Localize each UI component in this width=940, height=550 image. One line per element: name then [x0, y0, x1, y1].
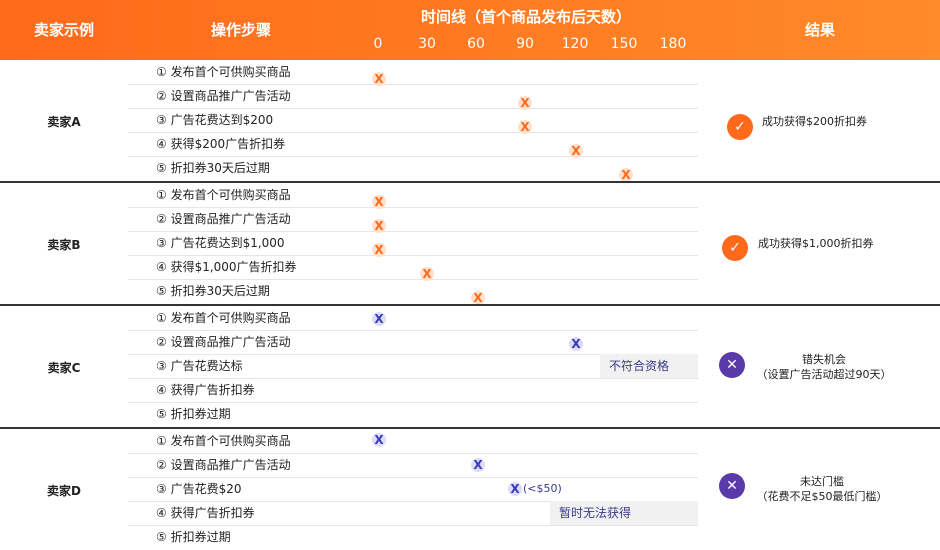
- step-row: ③ 广告花费达到$200: [128, 108, 698, 133]
- step-row: ⑤ 折扣券过期: [128, 402, 698, 426]
- timeline-marker: X: [569, 144, 583, 158]
- step-label: ② 设置商品推广广告活动: [156, 335, 291, 349]
- seller-label: 卖家C: [47, 361, 81, 375]
- step-label: ④ 获得$200广告折扣券: [156, 137, 286, 151]
- timeline-tick: 150: [610, 36, 638, 52]
- timeline-marker: X: [372, 312, 386, 326]
- step-label: ③ 广告花费达到$1,000: [156, 236, 285, 250]
- step-label: ③ 广告花费达标: [156, 359, 243, 373]
- result-title: 未达门槛: [800, 475, 844, 488]
- step-row: ⑤ 折扣券30天后过期: [128, 156, 698, 180]
- result-reason: （设置广告活动超过90天）: [756, 368, 892, 381]
- timeline-tick: 120: [561, 36, 589, 52]
- timeline-marker: X: [372, 219, 386, 233]
- timeline-marker: X: [508, 482, 522, 496]
- step-label: ⑤ 折扣券30天后过期: [156, 284, 270, 298]
- timeline-marker: X: [471, 291, 485, 305]
- step-label: ② 设置商品推广广告活动: [156, 458, 291, 472]
- result-column-header: 结果: [804, 21, 835, 39]
- step-row: ① 发布首个可供购买商品: [128, 429, 698, 454]
- timeline-marker: X: [569, 337, 583, 351]
- step-row: ② 设置商品推广广告活动: [128, 330, 698, 355]
- table-header: 卖家示例 操作步骤 时间线（首个商品发布后天数） 0 30 60 90 120 …: [0, 0, 940, 60]
- step-label: ② 设置商品推广广告活动: [156, 89, 291, 103]
- timeline-tick: 90: [516, 36, 534, 52]
- group-divider: [0, 181, 940, 183]
- timeline-marker: X: [518, 96, 532, 110]
- timeline-marker: X: [619, 168, 633, 182]
- step-label: ① 发布首个可供购买商品: [156, 65, 291, 79]
- step-row: ⑤ 折扣券过期: [128, 525, 698, 549]
- step-label: ① 发布首个可供购买商品: [156, 434, 291, 448]
- steps-column-header: 操作步骤: [210, 21, 271, 39]
- step-label: ④ 获得广告折扣券: [156, 383, 255, 397]
- step-row: ③ 广告花费达标 不符合资格: [128, 354, 698, 379]
- step-label: ⑤ 折扣券过期: [156, 407, 231, 421]
- step-label: ① 发布首个可供购买商品: [156, 188, 291, 202]
- result-text: 成功获得$1,000折扣券: [758, 237, 874, 250]
- result-cell: ✕ 错失机会 （设置广告活动超过90天）: [700, 306, 940, 427]
- step-label: ④ 获得广告折扣券: [156, 506, 255, 520]
- timeline-column-header: 时间线（首个商品发布后天数）: [420, 8, 631, 26]
- seller-group-b: 卖家B ① 发布首个可供购买商品 ② 设置商品推广广告活动 ③ 广告花费达到$1…: [0, 183, 940, 305]
- step-label: ③ 广告花费达到$200: [156, 113, 274, 127]
- result-cell: ✓ 成功获得$200折扣券: [700, 60, 940, 181]
- step-row: ② 设置商品推广广告活动: [128, 453, 698, 478]
- timeline-tick: 0: [373, 36, 383, 52]
- timeline-marker: X: [372, 243, 386, 257]
- seller-group-d: 卖家D ① 发布首个可供购买商品 ② 设置商品推广广告活动 ③ 广告花费$20 …: [0, 429, 940, 550]
- group-divider: [0, 304, 940, 306]
- step-row: ④ 获得广告折扣券: [128, 378, 698, 403]
- step-row: ① 发布首个可供购买商品: [128, 60, 698, 85]
- timeline-marker: X: [518, 120, 532, 134]
- result-cell: ✕ 未达门槛 （花费不足$50最低门槛）: [700, 429, 940, 550]
- seller-column-header: 卖家示例: [33, 21, 94, 39]
- unavailable-note: 暂时无法获得: [550, 501, 698, 525]
- step-row: ② 设置商品推广广告活动: [128, 84, 698, 109]
- seller-label: 卖家A: [47, 115, 81, 129]
- seller-group-a: 卖家A ① 发布首个可供购买商品 ② 设置商品推广广告活动 ③ 广告花费达到$2…: [0, 60, 940, 182]
- step-row: ③ 广告花费$20 (<$50): [128, 477, 698, 502]
- step-label: ④ 获得$1,000广告折扣券: [156, 260, 297, 274]
- seller-label: 卖家B: [47, 238, 81, 252]
- step-row: ④ 获得广告折扣券 暂时无法获得: [128, 501, 698, 526]
- seller-group-c: 卖家C ① 发布首个可供购买商品 ② 设置商品推广广告活动 ③ 广告花费达标 不…: [0, 306, 940, 427]
- step-row: ④ 获得$200广告折扣券: [128, 132, 698, 157]
- step-row: ② 设置商品推广广告活动: [128, 207, 698, 232]
- result-cell: ✓ 成功获得$1,000折扣券: [700, 183, 940, 304]
- step-row: ⑤ 折扣券30天后过期: [128, 279, 698, 303]
- step-row: ③ 广告花费达到$1,000: [128, 231, 698, 256]
- check-icon: ✓: [727, 114, 753, 140]
- result-text: 成功获得$200折扣券: [762, 115, 867, 128]
- timeline-marker: X: [372, 195, 386, 209]
- check-icon: ✓: [722, 235, 748, 261]
- cross-icon: ✕: [719, 473, 745, 499]
- step-label: ② 设置商品推广广告活动: [156, 212, 291, 226]
- step-row: ① 发布首个可供购买商品: [128, 183, 698, 208]
- step-label: ⑤ 折扣券过期: [156, 530, 231, 544]
- timeline-marker: X: [372, 433, 386, 447]
- seller-label: 卖家D: [47, 484, 81, 498]
- timeline-tick: 60: [467, 36, 485, 52]
- timeline-marker: X: [471, 458, 485, 472]
- ineligible-note: 不符合资格: [600, 354, 698, 378]
- spend-note: (<$50): [523, 482, 562, 495]
- timeline-marker: X: [372, 72, 386, 86]
- result-title: 错失机会: [802, 353, 846, 366]
- step-label: ① 发布首个可供购买商品: [156, 311, 291, 325]
- result-text: 未达门槛 （花费不足$50最低门槛）: [752, 474, 892, 504]
- step-label: ③ 广告花费$20: [156, 482, 242, 496]
- step-label: ⑤ 折扣券30天后过期: [156, 161, 270, 175]
- timeline-tick: 180: [659, 36, 687, 52]
- cross-icon: ✕: [719, 352, 745, 378]
- step-row: ④ 获得$1,000广告折扣券: [128, 255, 698, 280]
- group-divider: [0, 427, 940, 429]
- result-reason: （花费不足$50最低门槛）: [756, 490, 888, 503]
- result-text: 错失机会 （设置广告活动超过90天）: [754, 352, 894, 382]
- step-row: ① 发布首个可供购买商品: [128, 306, 698, 331]
- timeline-tick: 30: [418, 36, 436, 52]
- timeline-marker: X: [420, 267, 434, 281]
